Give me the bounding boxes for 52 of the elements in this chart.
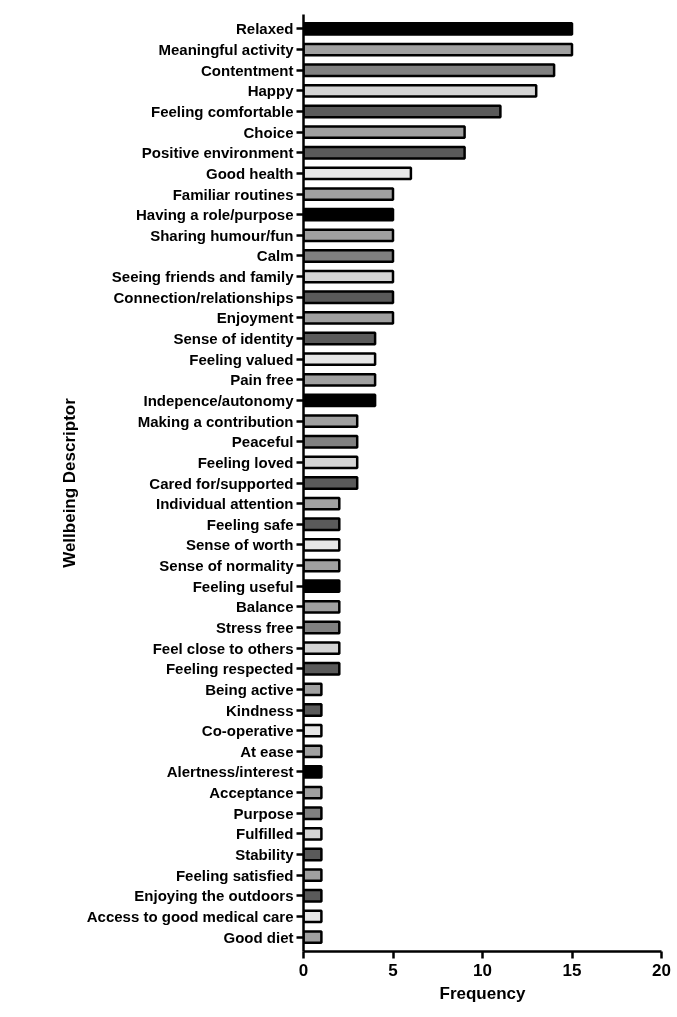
- y-tick-label: Cared for/supported: [149, 474, 294, 492]
- y-tick-label: Stress free: [215, 618, 294, 636]
- y-tick-label: Having a role/purpose: [135, 206, 294, 224]
- y-tick-label: Good health: [206, 164, 294, 182]
- y-tick-label: Co-operative: [201, 722, 294, 740]
- y-tick-label: Feel close to others: [152, 639, 294, 657]
- y-tick-label: Individual attention: [156, 495, 294, 513]
- y-tick-label: Enjoyment: [216, 309, 294, 327]
- y-tick-label: Feeling useful: [192, 577, 294, 595]
- y-tick-label: Feeling comfortable: [150, 103, 294, 120]
- y-tick-label: Seeing friends and family: [111, 268, 295, 286]
- y-tick-label: Enjoying the outdoors: [134, 887, 294, 905]
- x-tick-label: 0: [298, 960, 309, 980]
- y-tick-label: Being active: [205, 680, 294, 698]
- x-tick-label: 10: [473, 960, 492, 980]
- y-tick-label: Happy: [247, 82, 295, 100]
- y-tick-label: Positive environment: [141, 144, 294, 162]
- y-tick-label: Contentment: [201, 61, 294, 79]
- y-tick-label: Feeling loved: [197, 453, 294, 471]
- y-tick-label: Pain free: [230, 371, 294, 389]
- y-tick-label: Peaceful: [231, 433, 294, 451]
- x-axis-title: Frequency: [439, 983, 527, 1003]
- y-tick-label: Sense of worth: [185, 536, 294, 554]
- y-tick-label: Purpose: [233, 804, 294, 822]
- y-tick-label: Calm: [256, 247, 294, 265]
- y-tick-label: Fulfilled: [236, 825, 294, 843]
- y-tick-label: Sense of identity: [173, 330, 295, 348]
- y-tick-label: Access to good medical care: [86, 907, 294, 925]
- y-tick-label: Meaningful activity: [158, 41, 295, 59]
- y-tick-label: Feeling safe: [206, 515, 294, 533]
- y-tick-label: Indepence/autonomy: [143, 391, 295, 409]
- y-tick-label: Acceptance: [209, 784, 294, 802]
- y-tick-label: Connection/relationships: [113, 288, 294, 306]
- x-tick-label: 15: [562, 960, 582, 980]
- y-tick-label: Stability: [235, 846, 295, 863]
- y-tick-label: Feeling respected: [165, 660, 294, 678]
- y-tick-label: Alertness/interest: [166, 763, 294, 781]
- y-tick-label: Choice: [243, 123, 294, 141]
- y-tick-label: Familiar routines: [172, 185, 294, 203]
- x-tick-label: 20: [652, 960, 671, 980]
- y-tick-label: Balance: [235, 598, 294, 616]
- y-tick-label: Making a contribution: [137, 412, 294, 430]
- y-tick-label: At ease: [240, 742, 294, 760]
- y-axis-title: Wellbeing Descriptor: [59, 397, 79, 568]
- y-tick-label: Feeling satisfied: [175, 866, 294, 884]
- y-tick-label: Feeling valued: [189, 350, 294, 368]
- y-tick-label: Relaxed: [235, 20, 294, 38]
- y-tick-label: Sense of normality: [159, 557, 295, 575]
- y-tick-label: Kindness: [225, 701, 294, 719]
- y-tick-label: Good diet: [223, 928, 294, 946]
- x-tick-label: 5: [388, 960, 398, 980]
- y-tick-label: Sharing humour/fun: [150, 226, 294, 244]
